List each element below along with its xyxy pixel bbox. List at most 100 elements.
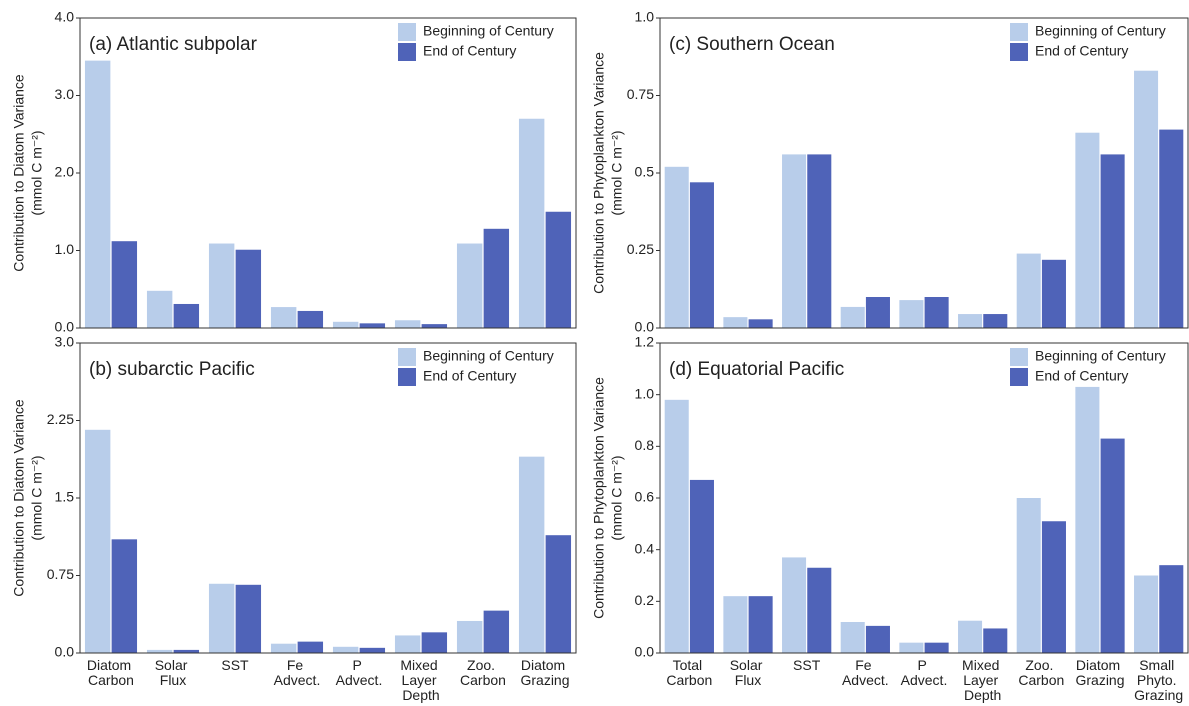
x-tick-label: Zoo. Carbon (460, 657, 506, 688)
bar (84, 60, 111, 328)
bar (332, 646, 359, 653)
bar (394, 635, 421, 653)
y-axis-units: (mmol C m⁻²) (29, 130, 45, 215)
panel-title: (b) subarctic Pacific (89, 359, 255, 380)
legend-label: Beginning of Century (423, 23, 554, 39)
x-tick-label: Solar Flux (155, 657, 192, 688)
bar (924, 297, 949, 328)
x-tick-label: Zoo. Carbon (1018, 657, 1064, 688)
bar (297, 641, 324, 653)
bar (235, 584, 262, 653)
bar (545, 211, 572, 328)
bar (111, 539, 138, 653)
y-axis-label: Contribution to Phytoplankton Variance (591, 52, 607, 294)
legend-swatch (1010, 348, 1028, 366)
bar (807, 567, 832, 653)
bar (270, 643, 297, 653)
bar (235, 249, 262, 328)
legend-label: End of Century (1035, 368, 1128, 384)
bar (394, 320, 421, 328)
bar (958, 314, 983, 328)
plot-frame (659, 17, 1189, 329)
bar (84, 429, 111, 653)
bar (782, 154, 807, 328)
x-tick-label: Solar Flux (730, 657, 767, 688)
y-tick-label: 4.0 (55, 9, 75, 25)
bar (1041, 521, 1066, 653)
bar (146, 290, 173, 328)
x-tick-label: P Advect. (336, 657, 383, 688)
bar (173, 649, 200, 653)
x-tick-label: Mixed Layer Depth (400, 657, 441, 703)
legend-label: End of Century (423, 368, 516, 384)
bar (456, 620, 483, 653)
y-tick-label: 0.2 (635, 592, 655, 608)
y-tick-label: 1.0 (635, 9, 655, 25)
legend-swatch (398, 368, 416, 386)
bar (865, 297, 890, 328)
y-axis-label: Contribution to Diatom Variance (11, 74, 27, 272)
y-tick-label: 3.0 (55, 334, 75, 350)
bar (421, 632, 448, 653)
y-tick-label: 0.6 (635, 489, 655, 505)
bar (924, 642, 949, 653)
bar (1134, 70, 1159, 328)
y-tick-label: 0.5 (635, 164, 655, 180)
y-axis-label: Contribution to Diatom Variance (11, 399, 27, 597)
panel-title: (c) Southern Ocean (669, 34, 835, 55)
bar (208, 243, 235, 328)
bar (173, 303, 200, 328)
y-tick-label: 0.0 (635, 644, 655, 660)
y-tick-label: 0.8 (635, 437, 655, 453)
x-tick-label: Diatom Carbon (87, 657, 135, 688)
bar (518, 118, 545, 328)
x-tick-label: P Advect. (901, 657, 948, 688)
bar (899, 642, 924, 653)
x-tick-label: SST (793, 657, 821, 673)
legend-swatch (1010, 368, 1028, 386)
bar (664, 166, 689, 328)
plot-frame (79, 17, 577, 329)
x-tick-label: Small Phyto. Grazing (1134, 657, 1183, 703)
legend-label: Beginning of Century (1035, 23, 1166, 39)
bar (456, 243, 483, 328)
y-tick-label: 0.4 (635, 540, 655, 556)
bar (1041, 259, 1066, 328)
y-tick-label: 1.0 (635, 385, 655, 401)
legend-swatch (1010, 23, 1028, 41)
x-tick-label: Fe Advect. (274, 657, 321, 688)
y-tick-label: 0.75 (47, 566, 74, 582)
bar (421, 324, 448, 328)
y-axis-units: (mmol C m⁻²) (609, 455, 625, 540)
panel-title: (a) Atlantic subpolar (89, 34, 258, 55)
bar (1100, 154, 1125, 328)
bar (332, 321, 359, 328)
x-tick-label: Mixed Layer Depth (962, 657, 1003, 703)
bar (359, 647, 386, 653)
bar (840, 306, 865, 328)
y-tick-label: 0.0 (55, 319, 75, 335)
bar (359, 323, 386, 328)
legend-label: Beginning of Century (423, 348, 554, 364)
bar (483, 228, 510, 328)
bar (899, 300, 924, 328)
y-tick-label: 0.75 (627, 86, 654, 102)
bar (664, 399, 689, 653)
legend-swatch (398, 348, 416, 366)
y-tick-label: 2.25 (47, 411, 74, 427)
y-tick-label: 2.0 (55, 164, 75, 180)
bar (958, 620, 983, 653)
legend-label: Beginning of Century (1035, 348, 1166, 364)
y-tick-label: 3.0 (55, 86, 75, 102)
bar (518, 456, 545, 653)
x-tick-label: Fe Advect. (842, 657, 889, 688)
bar (1134, 575, 1159, 653)
bar (723, 317, 748, 328)
bar (1100, 438, 1125, 653)
x-tick-label: Diatom Grazing (520, 657, 569, 688)
y-tick-label: 1.2 (635, 334, 655, 350)
y-axis-units: (mmol C m⁻²) (29, 455, 45, 540)
bar (1159, 565, 1184, 653)
bar (297, 310, 324, 328)
